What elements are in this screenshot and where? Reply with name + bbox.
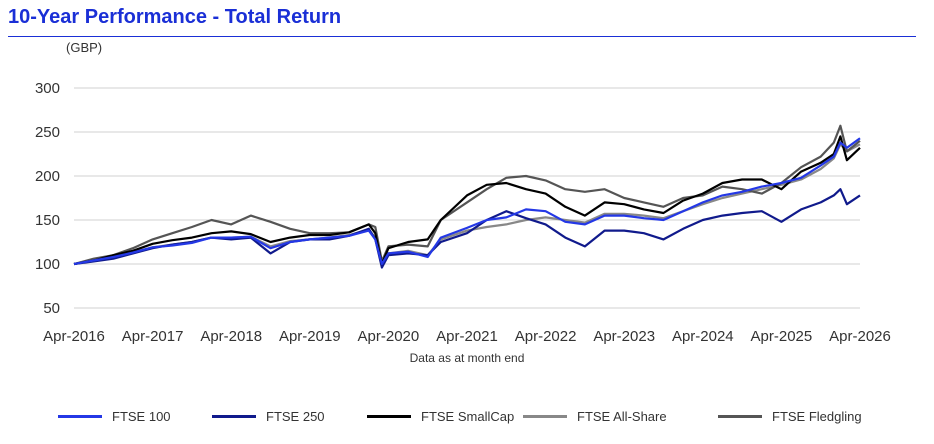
x-tick-label: Apr-2020 [358,328,420,345]
x-tick-label: Apr-2022 [515,328,577,345]
y-tick-label: 150 [35,212,60,229]
x-axis-label: Data as at month end [410,351,525,365]
legend-swatch [523,415,567,418]
x-axis-ticks: Apr-2016 Apr-2017 Apr-2018 Apr-2019 Apr-2020… [43,328,891,345]
chart-title: 10-Year Performance - Total Return [8,6,342,28]
legend-swatch [367,415,411,418]
legend-swatch [718,415,762,418]
legend-label: FTSE Fledgling [772,409,862,424]
series-line-ftse-100 [73,137,861,266]
x-tick-label: Apr-2017 [122,328,184,345]
x-tick-label: Apr-2018 [200,328,262,345]
series-lines [73,124,861,269]
legend-swatch [58,415,102,418]
x-tick-label: Apr-2019 [279,328,341,345]
x-tick-label: Apr-2026 [829,328,891,345]
x-tick-label: Apr-2021 [436,328,498,345]
series-line-ftse-smallcap [73,135,861,266]
y-tick-label: 100 [35,256,60,273]
series-line-ftse-fledgling [73,124,861,266]
legend-label: FTSE 100 [112,409,171,424]
x-tick-label: Apr-2024 [672,328,734,345]
y-tick-label: 50 [43,300,60,317]
y-axis-ticks: 50 100 150 200 250 300 [35,80,60,317]
legend-label: FTSE 250 [266,409,325,424]
chart-legend: FTSE 100 FTSE 250 FTSE SmallCap FTSE All-Sh… [0,406,934,428]
y-axis-unit-label: (GBP) [66,40,102,55]
legend-swatch [212,415,256,418]
x-tick-label: Apr-2016 [43,328,105,345]
gridlines [74,87,860,309]
y-tick-label: 300 [35,80,60,97]
x-tick-label: Apr-2025 [751,328,813,345]
series-line-ftse-all-share [73,143,861,266]
y-tick-label: 200 [35,168,60,185]
title-divider [8,36,916,37]
legend-label: FTSE All-Share [577,409,667,424]
x-tick-label: Apr-2023 [593,328,655,345]
legend-label: FTSE SmallCap [421,409,515,424]
y-tick-label: 250 [35,124,60,141]
